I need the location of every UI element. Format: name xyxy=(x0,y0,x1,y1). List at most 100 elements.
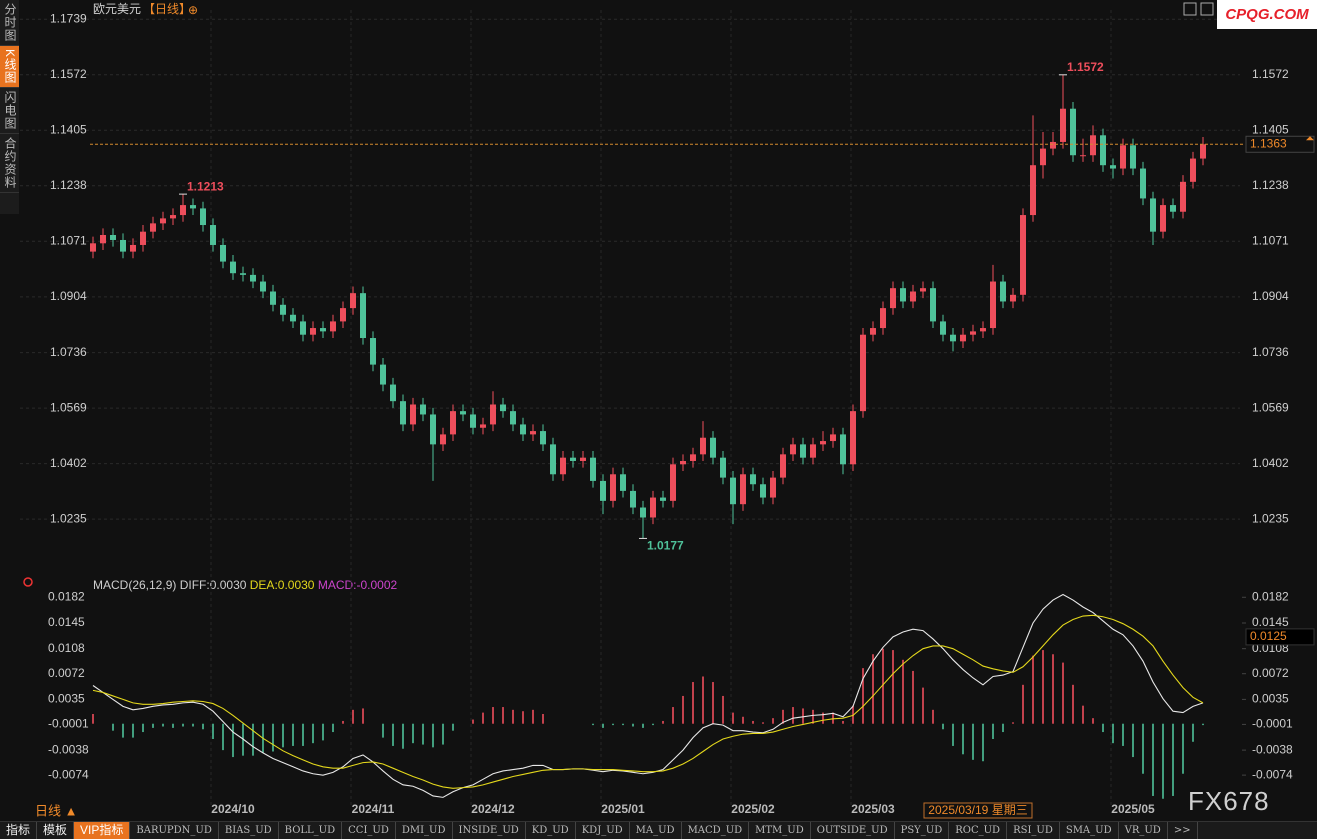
toolbar-item[interactable]: BOLL_UD xyxy=(279,822,343,839)
toolbar-item[interactable]: SMA_UD xyxy=(1060,822,1119,839)
y-tick-label-right: 1.0402 xyxy=(1252,456,1289,470)
candle-body xyxy=(310,328,316,335)
y-tick-label: 1.0402 xyxy=(50,456,87,470)
y-tick-label-right: 1.1071 xyxy=(1252,233,1289,247)
candle-body xyxy=(120,239,126,252)
y-tick-label-right: 1.0736 xyxy=(1252,345,1289,359)
candle-body xyxy=(1120,145,1126,169)
toolbar-item[interactable]: MTM_UD xyxy=(749,822,811,839)
period-icon[interactable]: ⊕ xyxy=(188,3,198,17)
candle-body xyxy=(280,304,286,315)
candle-body xyxy=(640,507,646,518)
y-tick-label: 0.0182 xyxy=(48,589,85,603)
current-price-label: 1.1363 xyxy=(1250,136,1287,150)
y-tick-label-right: -0.0001 xyxy=(1252,717,1293,731)
toolbar-item[interactable]: ROC_UD xyxy=(949,822,1008,839)
candle-body xyxy=(1100,135,1106,166)
macd-icon[interactable] xyxy=(23,577,33,587)
candle-body xyxy=(970,331,976,335)
symbol: 欧元美元 xyxy=(93,2,141,16)
candle-body xyxy=(730,477,736,505)
candle-body xyxy=(860,334,866,412)
candle-body xyxy=(850,411,856,465)
y-tick-label-right: 0.0035 xyxy=(1252,692,1289,706)
tab[interactable]: 闪电图 xyxy=(0,88,19,135)
candle-body xyxy=(990,281,996,329)
candle-body xyxy=(220,244,226,262)
y-tick-label-right: 1.1405 xyxy=(1252,122,1289,136)
y-tick-label: 1.1071 xyxy=(50,233,87,247)
toolbar-item[interactable]: OUTSIDE_UD xyxy=(811,822,895,839)
toolbar-item[interactable]: RSI_UD xyxy=(1007,822,1060,839)
toolbar-item[interactable]: KD_UD xyxy=(526,822,576,839)
tab[interactable]: K线图 xyxy=(0,46,19,89)
toolbar-item[interactable]: KDJ_UD xyxy=(576,822,630,839)
toolbar-item[interactable]: 模板 xyxy=(37,822,75,839)
candle-body xyxy=(510,411,516,425)
y-tick-label-right: 1.1238 xyxy=(1252,178,1289,192)
candle-body xyxy=(290,314,296,322)
candle-body xyxy=(1040,148,1046,166)
x-tick-label: 2025/02 xyxy=(731,802,775,816)
icon-window[interactable] xyxy=(1200,2,1214,16)
candle-body xyxy=(190,205,196,209)
candle-body xyxy=(500,404,506,412)
candle-body xyxy=(330,321,336,332)
y-tick-label: 1.1739 xyxy=(50,11,87,25)
candle-body xyxy=(1080,155,1086,157)
period-button[interactable]: 日线 ▲ xyxy=(35,803,77,818)
toolbar-item[interactable]: MACD_UD xyxy=(682,822,750,839)
annotation: 1.1572 xyxy=(1067,60,1104,74)
toolbar-item[interactable]: CCI_UD xyxy=(342,822,396,839)
y-tick-label-right: 1.0904 xyxy=(1252,289,1289,303)
crosshair-date-box xyxy=(923,802,1033,819)
toolbar-item[interactable]: PSY_UD xyxy=(895,822,950,839)
candle-body xyxy=(150,223,156,232)
candle-body xyxy=(840,434,846,465)
candle-body xyxy=(1200,144,1206,159)
candle-body xyxy=(200,208,206,226)
macd-line xyxy=(92,614,1204,789)
candle-body xyxy=(1140,168,1146,199)
candle-body xyxy=(720,457,726,478)
crosshair-date: 2025/03/19 星期三 xyxy=(928,803,1027,817)
candle-body xyxy=(1000,281,1006,302)
candle-body xyxy=(400,401,406,425)
candle-body xyxy=(940,321,946,335)
toolbar-item[interactable]: VIP指标 xyxy=(74,822,131,839)
candle-body xyxy=(1010,294,1016,302)
toolbar-item[interactable]: 指标 xyxy=(0,822,38,839)
candle-body xyxy=(760,484,766,498)
tab[interactable]: 分时图 xyxy=(0,0,19,46)
candle-body xyxy=(830,434,836,442)
y-tick-label: 1.0904 xyxy=(50,289,87,303)
toolbar-item[interactable]: VR_UD xyxy=(1119,822,1168,839)
icon-expand[interactable] xyxy=(1183,2,1197,16)
legend-macd: MACD:-0.0002 xyxy=(318,578,398,592)
candle-body xyxy=(240,273,246,275)
current-price-box xyxy=(1245,135,1315,153)
y-tick-label: 1.0736 xyxy=(50,345,87,359)
macd-line xyxy=(92,593,1204,798)
candle-body xyxy=(790,444,796,455)
x-tick-label: 2025/05 xyxy=(1111,802,1155,816)
candle-body xyxy=(250,274,256,282)
toolbar-item[interactable]: MA_UD xyxy=(630,822,682,839)
candle-body xyxy=(270,291,276,305)
candle-body xyxy=(1160,205,1166,232)
candle-body xyxy=(380,364,386,385)
toolbar-item[interactable]: INSIDE_UD xyxy=(453,822,526,839)
toolbar-item[interactable]: BARUPDN_UD xyxy=(130,822,219,839)
toolbar-item[interactable]: BIAS_UD xyxy=(219,822,279,839)
y-tick-label: 0.0145 xyxy=(48,615,85,629)
candle-body xyxy=(1110,165,1116,169)
candle-body xyxy=(100,234,106,244)
macd-name: MACD(26,12,9) xyxy=(93,578,176,592)
candle-body xyxy=(890,288,896,309)
toolbar-item[interactable]: >> xyxy=(1168,822,1198,839)
candle-body xyxy=(960,334,966,342)
toolbar-item[interactable]: DMI_UD xyxy=(396,822,453,839)
y-tick-label-right: 1.0569 xyxy=(1252,400,1289,414)
legend-dea: DEA:0.0030 xyxy=(250,578,315,592)
tab[interactable]: 合约资料 xyxy=(0,134,19,194)
